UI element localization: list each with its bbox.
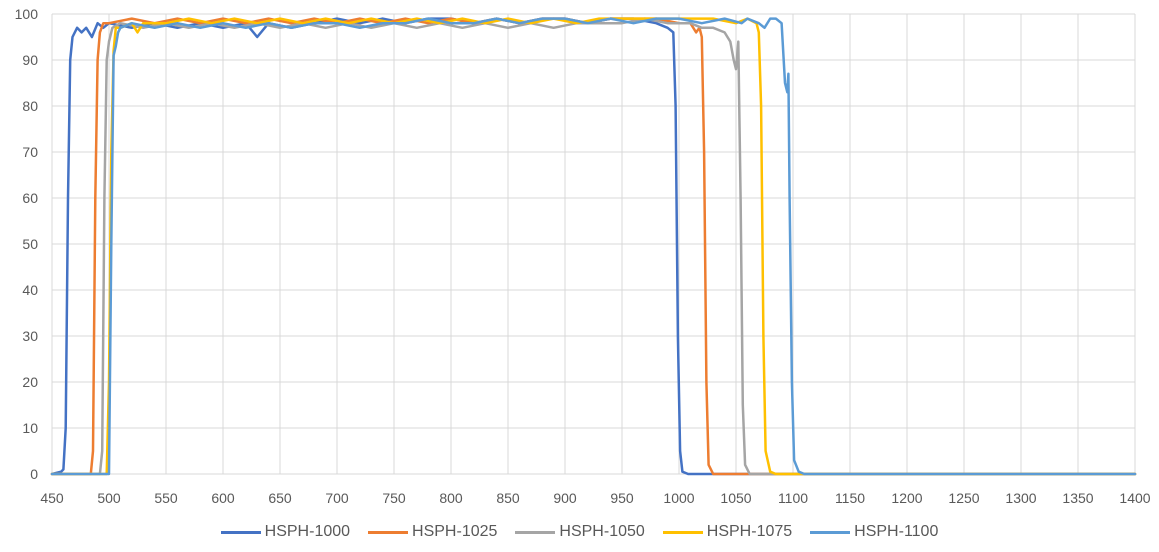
y-tick-label: 50 <box>22 236 38 252</box>
x-tick-label: 1350 <box>1062 490 1093 506</box>
x-tick-label: 950 <box>610 490 634 506</box>
x-tick-label: 1150 <box>835 490 865 506</box>
y-tick-label: 60 <box>22 190 38 206</box>
series-line-hsph-1075 <box>50 17 1137 476</box>
x-tick-label: 1250 <box>948 490 979 506</box>
y-tick-label: 80 <box>22 98 38 114</box>
y-tick-label: 20 <box>22 374 38 390</box>
legend-label: HSPH-1000 <box>264 523 351 540</box>
legend-swatch <box>515 530 556 534</box>
x-tick-label: 650 <box>268 490 292 506</box>
y-tick-label: 70 <box>22 144 38 160</box>
x-tick-label: 600 <box>211 490 235 506</box>
series-lines <box>50 17 1137 476</box>
legend-label: HSPH-1025 <box>412 523 498 540</box>
y-tick-label: 0 <box>30 466 38 482</box>
x-tick-label: 1300 <box>1005 490 1036 506</box>
x-tick-label: 450 <box>40 490 64 506</box>
legend-item: HSPH-1050 <box>515 523 645 541</box>
chart-legend: HSPH-1000 HSPH-1025 HSPH-1050 HSPH-1075 HSPH… <box>0 518 1159 546</box>
y-tick-label: 30 <box>22 328 38 344</box>
y-tick-label: 100 <box>15 6 39 22</box>
x-tick-label: 800 <box>439 490 463 506</box>
series-line-hsph-1025 <box>50 17 1137 476</box>
x-tick-label: 550 <box>154 490 178 506</box>
x-tick-label: 900 <box>553 490 577 506</box>
legend-swatch <box>220 530 261 534</box>
x-tick-label: 1050 <box>720 490 751 506</box>
legend-swatch <box>810 530 851 534</box>
x-tick-label: 1400 <box>1119 490 1150 506</box>
legend-swatch <box>662 530 703 534</box>
series-line-hsph-1000 <box>50 17 1137 476</box>
x-tick-label: 700 <box>325 490 349 506</box>
x-tick-label: 1000 <box>663 490 694 506</box>
legend-swatch <box>368 530 409 534</box>
x-tick-label: 850 <box>496 490 520 506</box>
y-tick-label: 10 <box>22 420 38 436</box>
y-tick-label: 40 <box>22 282 38 298</box>
legend-item: HSPH-1025 <box>368 523 497 541</box>
x-tick-label: 1200 <box>891 490 922 506</box>
y-tick-label: 90 <box>22 52 38 68</box>
legend-item: HSPH-1075 <box>662 523 793 541</box>
legend-item: HSPH-1100 <box>810 523 938 541</box>
legend-label: HSPH-1050 <box>559 523 645 540</box>
legend-item: HSPH-1000 <box>220 523 351 541</box>
grid-lines <box>51 13 1136 475</box>
series-line-hsph-1050 <box>50 17 1137 476</box>
x-tick-labels: 450 500 550 600 650 700 750 800 850 900 950 1000 105… <box>40 490 1150 506</box>
legend-label: HSPH-1100 <box>854 523 939 540</box>
y-tick-labels: 0 10 20 30 40 50 60 70 80 90 100 <box>15 6 39 482</box>
x-tick-label: 1100 <box>778 490 808 506</box>
x-tick-label: 750 <box>382 490 406 506</box>
legend-label: HSPH-1075 <box>706 523 793 540</box>
series-line-hsph-1100 <box>50 17 1137 476</box>
x-tick-label: 500 <box>97 490 121 506</box>
